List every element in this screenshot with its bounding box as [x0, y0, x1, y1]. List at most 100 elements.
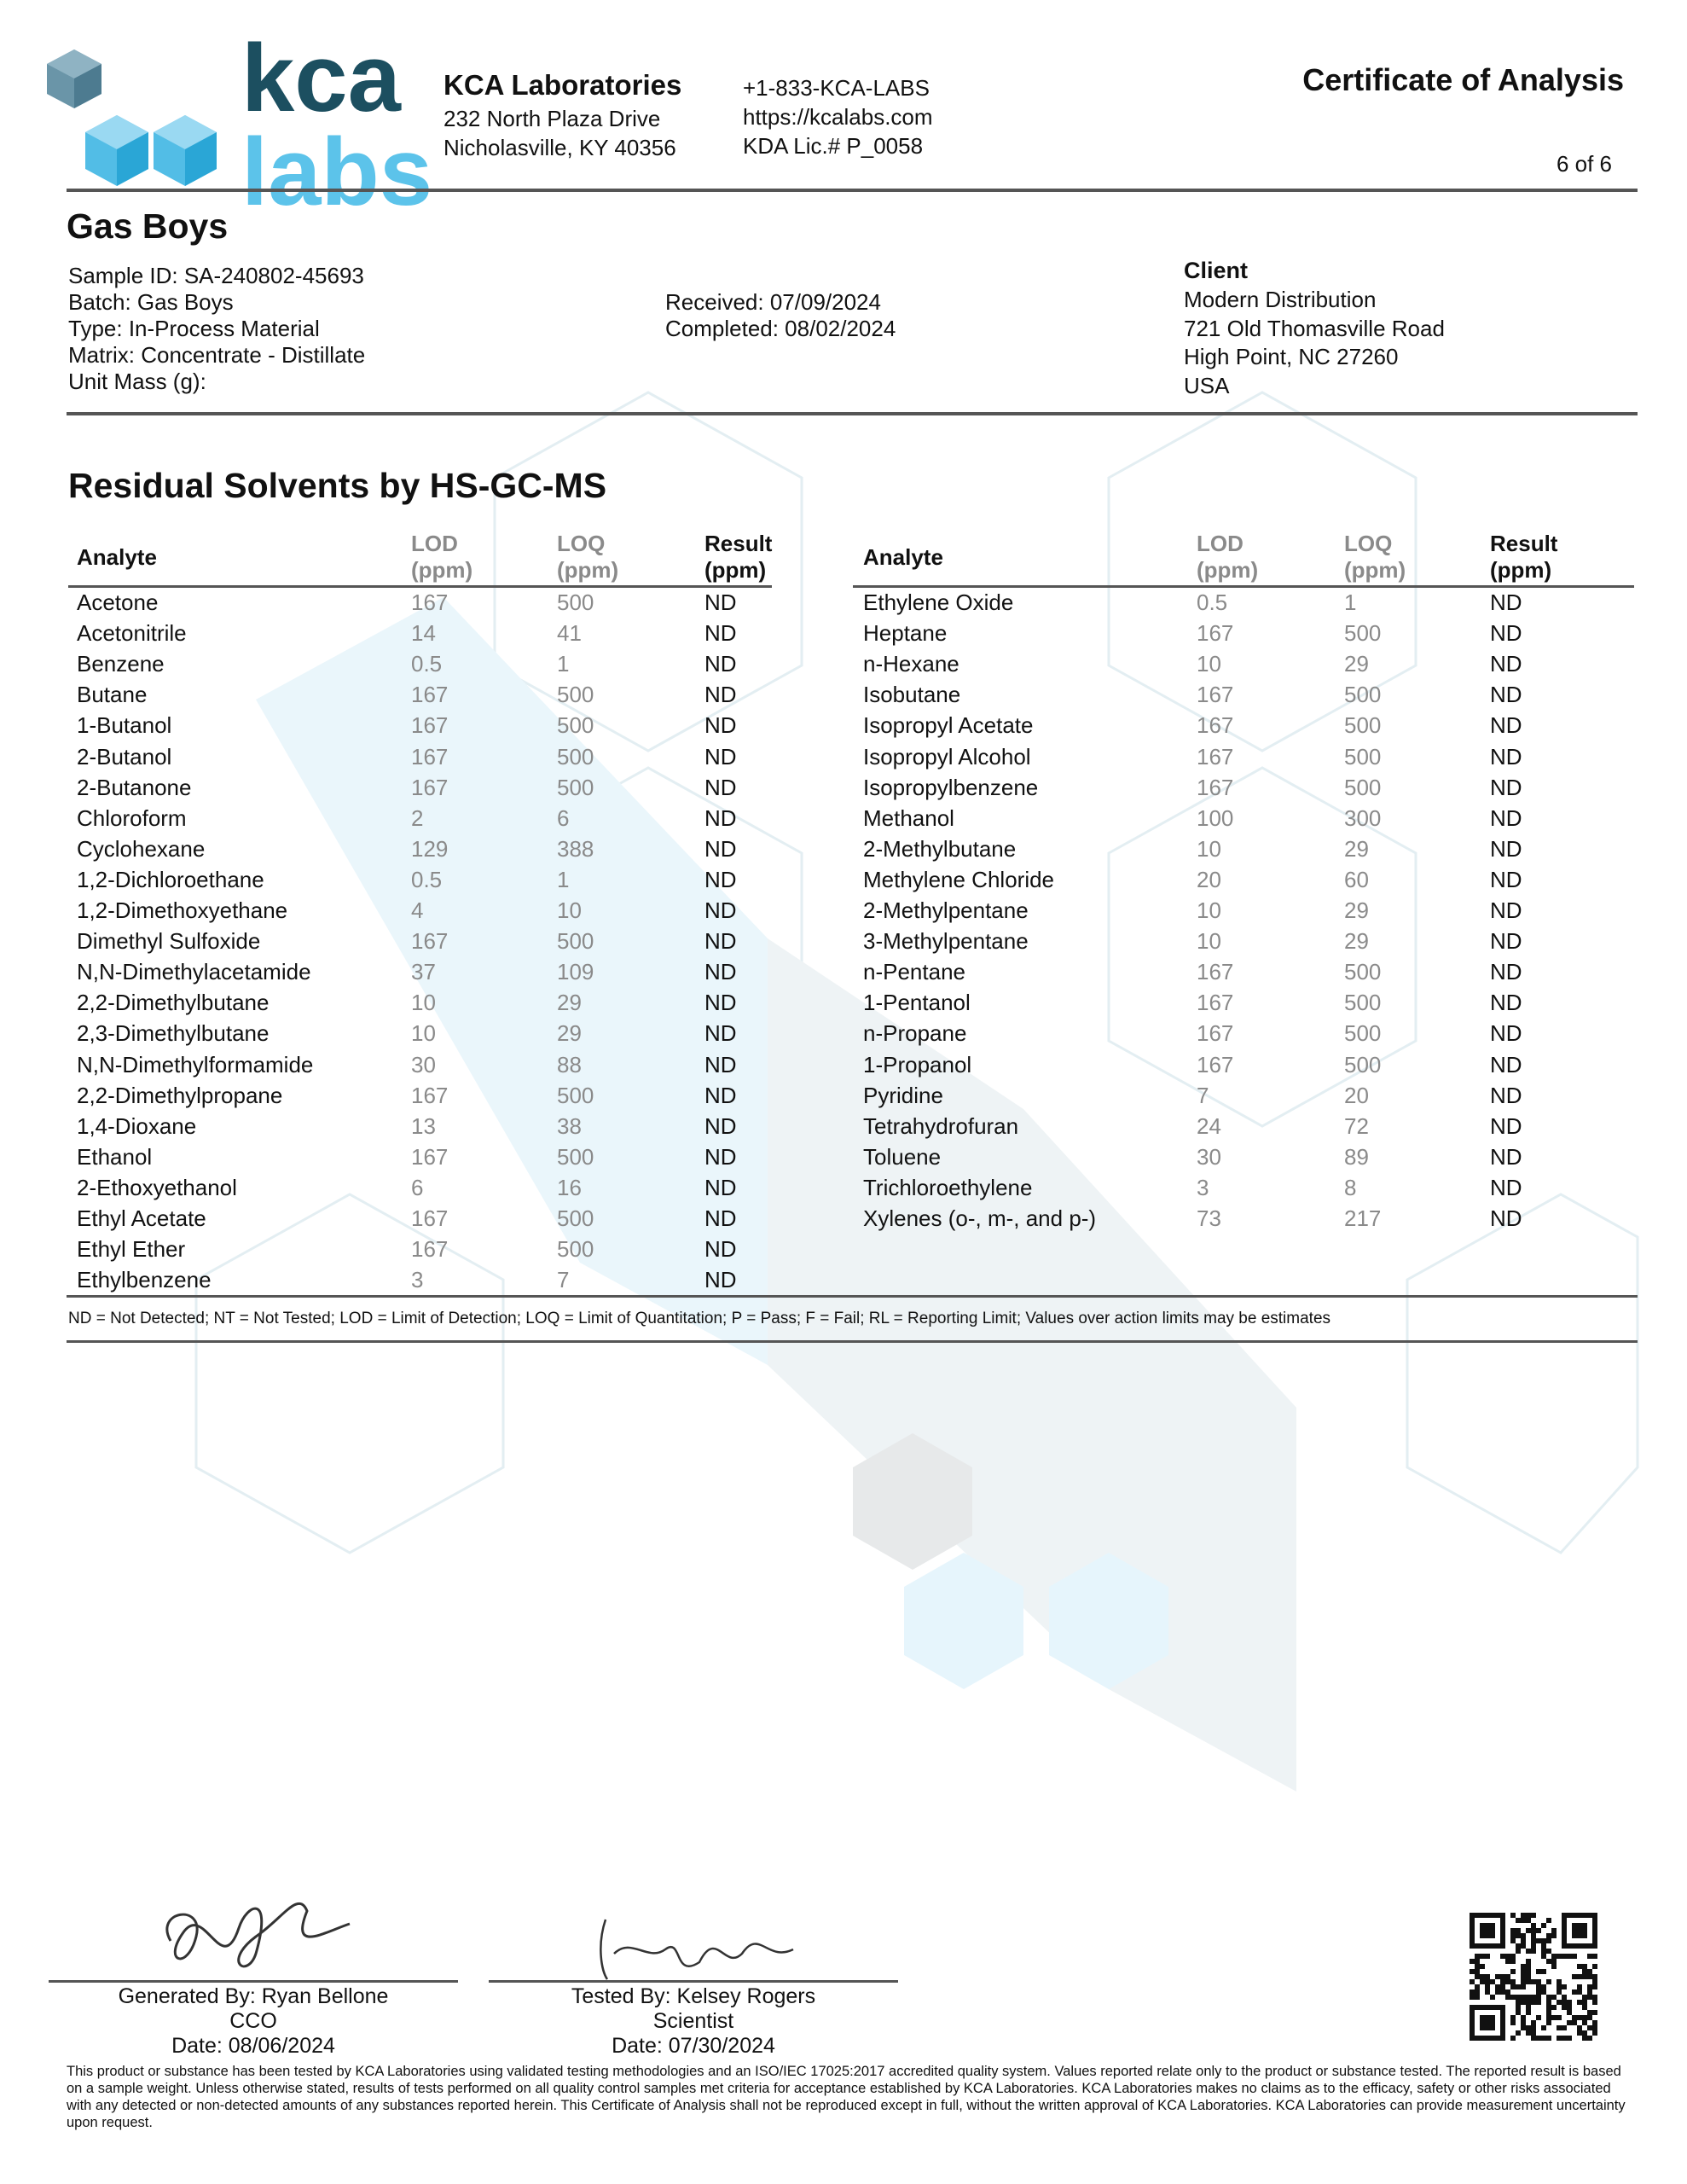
qr-module	[1587, 1989, 1592, 1995]
qr-module	[1526, 1974, 1531, 1979]
qr-module	[1521, 1913, 1526, 1918]
qr-module	[1587, 2036, 1592, 2041]
qr-module	[1505, 1989, 1510, 1995]
result: ND	[1490, 1205, 1522, 1231]
column-unit: (ppm)	[704, 557, 767, 583]
qr-module	[1546, 1938, 1551, 1943]
qr-module	[1516, 2005, 1521, 2010]
qr-module	[1592, 2020, 1597, 2025]
lod: 73	[1197, 1205, 1221, 1231]
divider	[67, 412, 1638, 415]
qr-module	[1516, 1984, 1521, 1989]
loq: 500	[1344, 620, 1382, 647]
qr-module	[1546, 2000, 1551, 2005]
lod: 167	[1197, 712, 1234, 739]
loq: 500	[557, 712, 594, 739]
analyte: Ethyl Acetate	[77, 1205, 206, 1231]
qr-module	[1510, 1933, 1516, 1938]
lod: 167	[1197, 620, 1234, 647]
sample-field: Unit Mass (g):	[68, 369, 206, 394]
qr-module	[1516, 2010, 1521, 2015]
lod: 167	[411, 1205, 449, 1231]
qr-module	[1572, 1989, 1577, 1995]
result: ND	[704, 743, 737, 770]
client-line: 721 Old Thomasville Road	[1184, 315, 1445, 341]
result: ND	[704, 1051, 737, 1077]
qr-module	[1526, 1995, 1531, 2000]
qr-module	[1592, 2030, 1597, 2036]
signature-text: Tested By: Kelsey Rogers	[571, 1984, 816, 2008]
lod: 167	[1197, 743, 1234, 770]
analyte: 2-Ethoxyethanol	[77, 1174, 237, 1200]
qr-module	[1516, 2030, 1521, 2036]
qr-module	[1562, 2025, 1567, 2030]
qr-module	[1521, 2025, 1526, 2030]
qr-module	[1510, 2015, 1516, 2020]
result: ND	[1490, 928, 1522, 955]
qr-module	[1531, 1938, 1536, 1943]
loq: 38	[557, 1112, 582, 1139]
qr-module	[1562, 2036, 1567, 2041]
loq: 10	[557, 897, 582, 923]
document-title: Certificate of Analysis	[1302, 62, 1624, 97]
result: ND	[704, 774, 737, 800]
qr-module	[1562, 2005, 1567, 2010]
qr-module	[1577, 1974, 1582, 1979]
qr-module	[1582, 1964, 1587, 1969]
qr-module	[1587, 2025, 1592, 2030]
qr-module	[1557, 2015, 1562, 2020]
result: ND	[1490, 682, 1522, 708]
analyte: 2,2-Dimethylpropane	[77, 1082, 283, 1108]
qr-module	[1531, 1943, 1536, 1949]
qr-module	[1562, 1984, 1567, 1989]
column-unit: (ppm)	[1197, 557, 1259, 583]
qr-module	[1510, 1928, 1516, 1933]
qr-module	[1480, 1979, 1485, 1984]
qr-module	[1531, 2000, 1536, 2005]
qr-module	[1572, 1923, 1587, 1938]
result: ND	[1490, 1082, 1522, 1108]
lod: 167	[1197, 682, 1234, 708]
lod: 167	[411, 743, 449, 770]
loq: 29	[1344, 835, 1369, 862]
analyte: Cyclohexane	[77, 835, 206, 862]
qr-module	[1475, 1954, 1480, 1959]
sample-field: Sample ID: SA-240802-45693	[68, 263, 364, 288]
loq: 60	[1344, 866, 1369, 892]
lod: 13	[411, 1112, 436, 1139]
qr-module	[1546, 1918, 1551, 1923]
result: ND	[1490, 712, 1522, 739]
qr-module	[1526, 2005, 1531, 2010]
qr-module	[1546, 2015, 1551, 2020]
qr-module	[1587, 2015, 1592, 2020]
qr-module	[1546, 1959, 1551, 1964]
disclaimer: This product or substance has been teste…	[67, 2064, 1626, 2130]
qr-module	[1475, 1984, 1480, 1989]
loq: 500	[557, 1236, 594, 1263]
qr-module	[1516, 1918, 1521, 1923]
lod: 2	[411, 804, 424, 831]
qr-module	[1485, 1989, 1490, 1995]
analyte: Trichloroethylene	[863, 1174, 1033, 1200]
analyte: Isopropylbenzene	[863, 774, 1039, 800]
qr-module	[1531, 2036, 1536, 2041]
qr-module	[1475, 1989, 1480, 1995]
qr-module	[1577, 1989, 1582, 1995]
qr-module	[1592, 2025, 1597, 2030]
qr-module	[1546, 1979, 1551, 1984]
qr-module	[1516, 1933, 1521, 1938]
qr-module	[1541, 1943, 1546, 1949]
analyte: Ethylbenzene	[77, 1267, 212, 1293]
result: ND	[1490, 1112, 1522, 1139]
qr-module	[1485, 1954, 1490, 1959]
qr-module	[1551, 1959, 1557, 1964]
qr-module	[1510, 1995, 1516, 2000]
analyte: 1,2-Dichloroethane	[77, 866, 264, 892]
qr-module	[1521, 1974, 1526, 1979]
qr-module	[1521, 2000, 1526, 2005]
loq: 500	[1344, 712, 1382, 739]
result: ND	[704, 1082, 737, 1108]
qr-module	[1592, 1964, 1597, 1969]
qr-module	[1582, 1974, 1587, 1979]
loq: 500	[1344, 774, 1382, 800]
